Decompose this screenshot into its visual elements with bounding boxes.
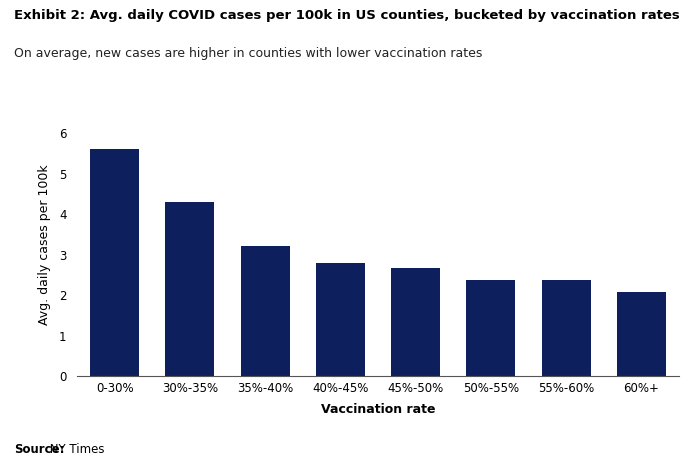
- Bar: [165, 202, 214, 376]
- Bar: [391, 268, 440, 376]
- Y-axis label: Avg. daily cases per 100k: Avg. daily cases per 100k: [38, 164, 50, 325]
- Bar: [241, 246, 290, 376]
- Text: NY Times: NY Times: [46, 443, 104, 456]
- X-axis label: Vaccination rate: Vaccination rate: [321, 403, 435, 416]
- Bar: [542, 280, 591, 376]
- Text: On average, new cases are higher in counties with lower vaccination rates: On average, new cases are higher in coun…: [14, 47, 482, 60]
- Bar: [466, 280, 515, 376]
- Bar: [90, 149, 139, 376]
- Bar: [617, 292, 666, 376]
- Bar: [316, 263, 365, 376]
- Text: Source:: Source:: [14, 443, 64, 456]
- Text: Exhibit 2: Avg. daily COVID cases per 100k in US counties, bucketed by vaccinati: Exhibit 2: Avg. daily COVID cases per 10…: [14, 9, 680, 23]
